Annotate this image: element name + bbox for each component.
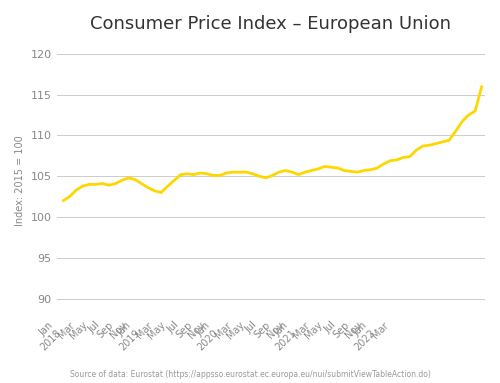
Title: Consumer Price Index – European Union: Consumer Price Index – European Union [90,15,452,33]
Text: Source of data: Eurostat (https://appsso.eurostat.ec.europa.eu/nui/submitViewTab: Source of data: Eurostat (https://appsso… [70,370,430,379]
Y-axis label: Index: 2015 = 100: Index: 2015 = 100 [15,135,25,226]
